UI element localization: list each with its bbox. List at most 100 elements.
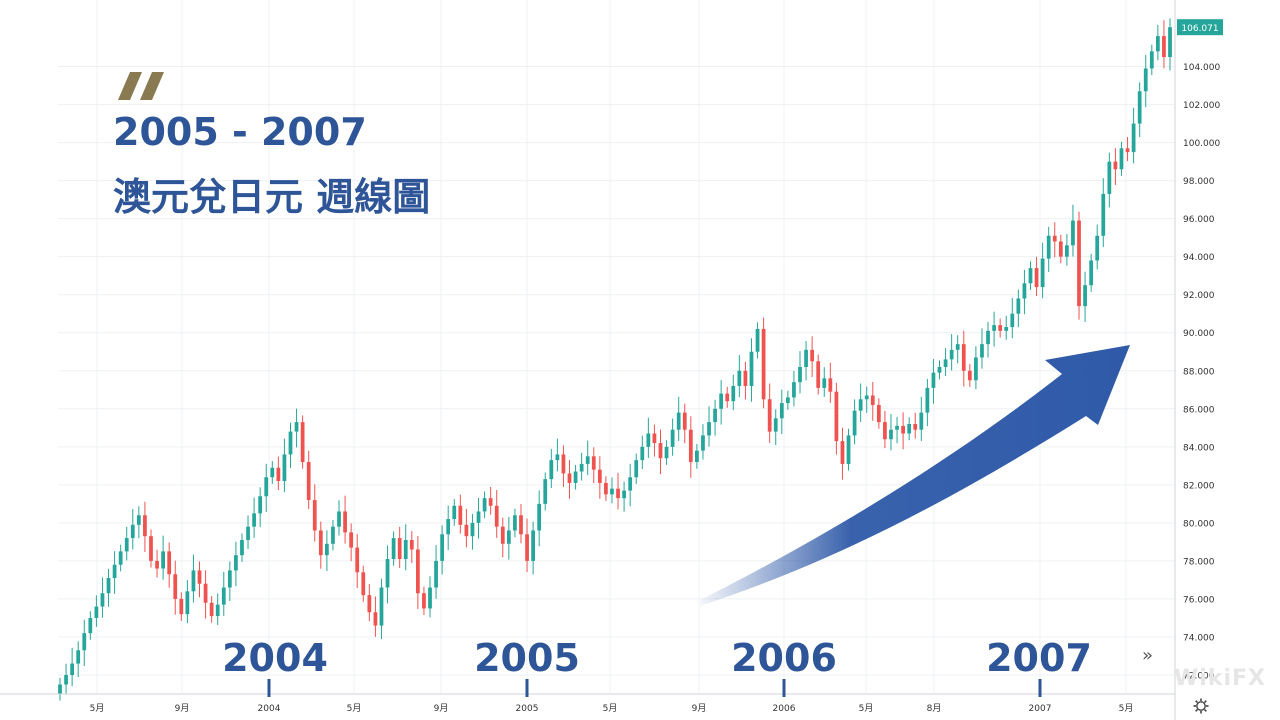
gear-icon[interactable] (1193, 698, 1209, 714)
candle-body (464, 524, 469, 537)
candle-body (998, 325, 1003, 331)
candle-body (422, 593, 426, 609)
candle-body (852, 410, 857, 436)
candle-body (937, 366, 942, 373)
candle-body (961, 344, 966, 371)
x-tick-label: 5月 (603, 703, 618, 714)
candle-body (767, 399, 772, 432)
candle-body (591, 456, 596, 470)
candle-body (446, 519, 451, 535)
candle-body (555, 454, 560, 461)
year-label-2007: 2007 (986, 636, 1092, 680)
candle-body (221, 587, 226, 605)
candle-body (185, 591, 190, 615)
candle-body (288, 431, 293, 455)
candle-body (810, 349, 815, 362)
candle-body (725, 393, 730, 402)
watermark: WikiFX (1174, 666, 1266, 691)
candle-body (434, 560, 438, 588)
candle-body (883, 422, 887, 440)
candle-body (106, 578, 111, 594)
candle-body (1016, 298, 1021, 314)
candle-body (458, 505, 463, 525)
candle-body (361, 572, 366, 596)
candle-body (707, 422, 711, 436)
candle-body (1040, 258, 1045, 288)
x-tick-label: 9月 (175, 703, 190, 714)
candle-body (1034, 268, 1039, 288)
candle-body (1010, 313, 1015, 328)
candle-body (1089, 260, 1094, 286)
candle-body (543, 479, 548, 504)
y-tick-label: 90.000 (1183, 329, 1215, 339)
candle-body (761, 328, 766, 400)
year-label-2005: 2005 (474, 636, 580, 680)
candle-body (1052, 235, 1057, 242)
y-tick-label: 84.000 (1183, 443, 1215, 453)
candle-body (779, 403, 784, 419)
candle-body (676, 412, 681, 430)
candle-body (1046, 235, 1051, 259)
candle-body (179, 598, 184, 615)
y-tick-label: 102.000 (1183, 101, 1220, 111)
candle-body (1143, 68, 1148, 92)
candle-body (318, 530, 323, 556)
candle-body (652, 433, 657, 444)
candle-body (415, 549, 420, 594)
candle-body (203, 583, 208, 603)
candle-body (191, 570, 196, 592)
y-tick-label: 78.000 (1183, 557, 1215, 567)
x-tick-label: 5月 (859, 703, 874, 714)
candle-body (1155, 36, 1160, 52)
candle-body (943, 359, 948, 367)
candle-body (640, 446, 645, 461)
candle-body (476, 511, 481, 523)
candle-body (658, 443, 663, 459)
candle-body (846, 435, 851, 464)
candle-body (713, 408, 717, 423)
candle-body (1101, 193, 1106, 236)
candle-body (840, 441, 845, 464)
candle-body (1162, 36, 1166, 58)
x-tick-label: 5月 (1119, 703, 1134, 714)
x-tick-label: 2007 (1029, 704, 1052, 714)
candle-body (737, 370, 742, 386)
candle-body (312, 500, 317, 531)
y-tick-label: 80.000 (1183, 519, 1215, 529)
y-tick-label: 72.000 (1183, 671, 1215, 681)
candle-body (828, 378, 833, 392)
y-tick-label: 92.000 (1183, 291, 1215, 301)
year-tick-mark (267, 679, 271, 697)
candle-body (695, 450, 699, 463)
candle-body (907, 424, 912, 434)
candle-body (804, 349, 808, 367)
chart-title-pair: 澳元兌日元 週線圖 (113, 175, 431, 219)
y-tick-label: 104.000 (1183, 63, 1220, 73)
candle-body (1113, 161, 1118, 170)
candle-body (506, 530, 511, 544)
candle-body (925, 387, 930, 413)
candle-body (349, 532, 354, 548)
candle-body (1077, 220, 1081, 307)
candle-body (858, 399, 863, 411)
candle-body (264, 477, 269, 497)
candle-body (834, 391, 839, 442)
candle-body (955, 344, 960, 350)
candle-body (355, 547, 360, 573)
candle-body (367, 595, 372, 613)
candle-body (616, 488, 620, 499)
candle-body (1095, 235, 1100, 261)
double-chevron-right-icon[interactable]: » (1142, 645, 1154, 666)
candle-body (88, 617, 93, 634)
candle-body (1131, 123, 1136, 153)
candle-body (482, 498, 487, 512)
candle-body (755, 328, 760, 352)
candle-body (585, 456, 590, 464)
candle-body (209, 602, 214, 617)
candle-body (931, 372, 936, 388)
candle-body (974, 357, 978, 381)
candle-body (1168, 27, 1172, 58)
candle-body (682, 412, 687, 430)
candle-body (816, 361, 821, 388)
